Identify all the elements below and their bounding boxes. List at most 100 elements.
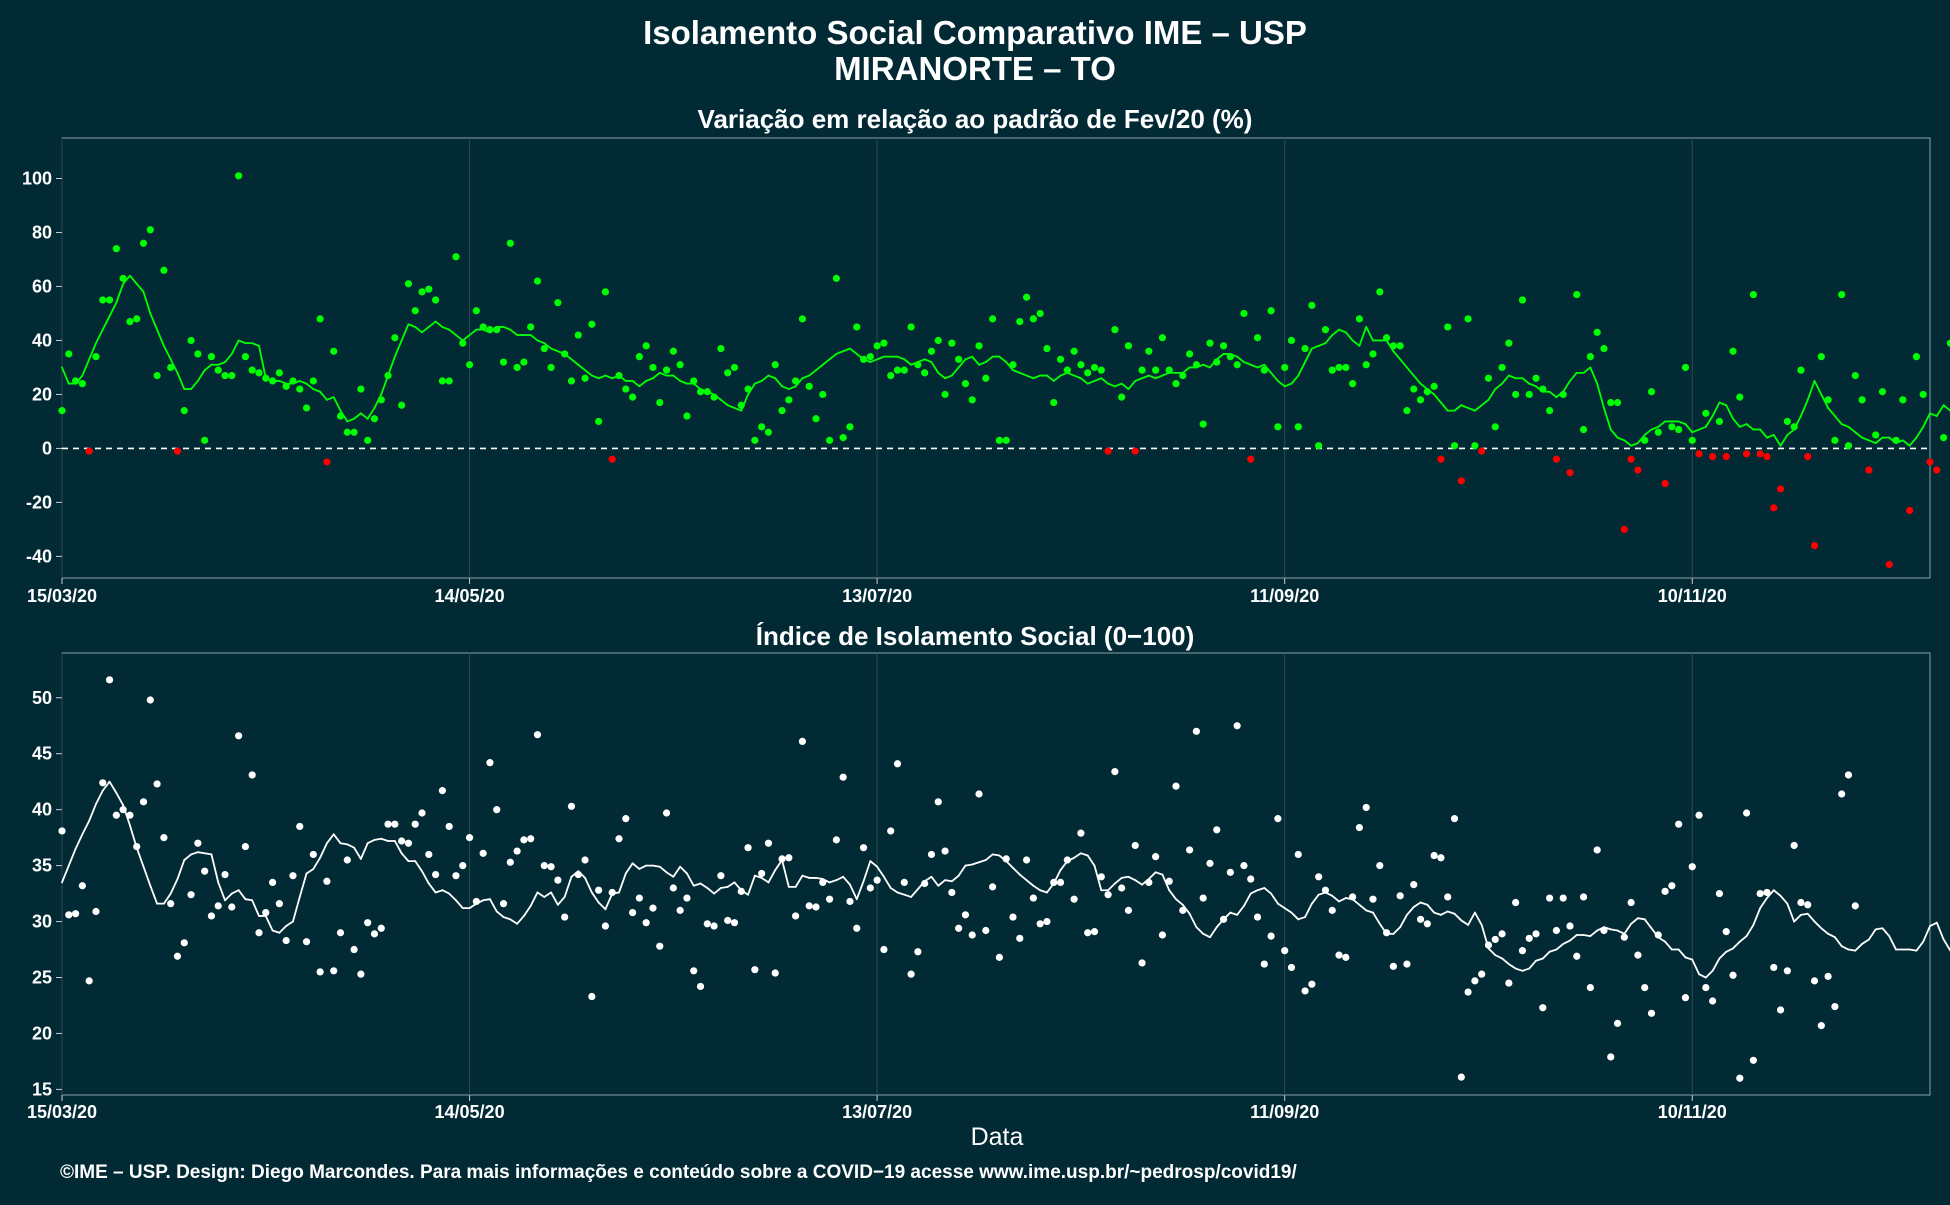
variation-data-point xyxy=(1382,334,1391,342)
index-moving-average-segment xyxy=(1548,948,1558,953)
index-data-point xyxy=(703,920,711,928)
index-data-point xyxy=(1607,1053,1615,1061)
index-y-tick-label: 20 xyxy=(32,1023,52,1043)
index-moving-average-segment xyxy=(1738,935,1748,943)
index-moving-average-segment xyxy=(869,860,879,868)
index-data-point xyxy=(499,900,508,908)
index-data-point xyxy=(1056,878,1065,886)
index-moving-average-segment xyxy=(1725,947,1734,953)
variation-data-point xyxy=(622,385,630,393)
index-data-point xyxy=(275,900,283,908)
index-data-point xyxy=(1749,1056,1757,1064)
variation-data-point xyxy=(1899,396,1907,404)
variation-data-point xyxy=(1749,290,1757,299)
index-data-point xyxy=(608,888,616,897)
variation-moving-average-segment xyxy=(1772,434,1782,447)
index-moving-average-segment xyxy=(1073,852,1082,859)
index-data-point xyxy=(771,969,779,977)
index-data-point xyxy=(887,827,895,835)
index-data-point xyxy=(1627,898,1635,907)
index-moving-average-segment xyxy=(523,904,532,917)
index-data-point xyxy=(1715,889,1724,898)
index-data-point xyxy=(146,696,154,704)
variation-data-point xyxy=(1097,366,1105,374)
variation-moving-average-segment xyxy=(543,342,552,350)
variation-moving-average-segment xyxy=(652,371,661,380)
footer-credits: ©IME – USP. Design: Diego Marcondes. Par… xyxy=(60,1162,1297,1183)
index-moving-average-segment xyxy=(339,842,349,846)
index-data-point xyxy=(1172,782,1180,790)
variation-moving-average-segment xyxy=(631,380,641,388)
index-moving-average-segment xyxy=(346,843,355,849)
index-data-point xyxy=(1423,920,1431,928)
variation-moving-average-segment xyxy=(950,366,960,377)
variation-moving-average-segment xyxy=(108,301,118,318)
index-data-point xyxy=(201,867,209,875)
variation-moving-average-segment xyxy=(1351,339,1361,347)
index-moving-average-segment xyxy=(638,864,648,870)
index-data-point xyxy=(744,844,752,852)
index-data-point xyxy=(1797,898,1805,907)
index-moving-average-segment xyxy=(1745,924,1755,938)
variation-data-point xyxy=(1790,423,1798,431)
index-data-point xyxy=(1620,933,1628,941)
variation-moving-average-segment xyxy=(135,282,145,293)
variation-data-point xyxy=(1172,380,1180,388)
variation-data-point xyxy=(866,353,874,361)
index-data-point xyxy=(411,820,419,828)
index-moving-average-segment xyxy=(679,865,688,875)
panel-variation: Variação em relação ao padrão de Fev/20 … xyxy=(22,104,1950,606)
index-data-point xyxy=(1219,915,1228,923)
variation-data-point xyxy=(370,415,379,423)
index-data-point xyxy=(1240,862,1248,870)
index-data-point xyxy=(880,945,888,954)
index-moving-average-segment xyxy=(760,877,770,884)
variation-data-point xyxy=(1804,452,1812,461)
variation-moving-average-segment xyxy=(1120,382,1130,390)
variation-data-point xyxy=(404,280,413,288)
index-data-point xyxy=(1349,893,1357,901)
variation-moving-average-segment xyxy=(332,396,342,412)
variation-data-point xyxy=(710,393,718,401)
index-moving-average-segment xyxy=(624,862,634,875)
index-data-point xyxy=(1145,878,1153,886)
index-data-point xyxy=(1335,951,1343,959)
index-data-point xyxy=(1022,856,1031,864)
index-moving-average-segment xyxy=(1908,948,1918,952)
variation-data-point xyxy=(235,172,243,180)
index-moving-average-segment xyxy=(944,879,953,883)
variation-data-point xyxy=(330,347,338,355)
index-moving-average-segment xyxy=(495,910,505,918)
index-moving-average-segment xyxy=(1276,902,1286,910)
index-moving-average-segment xyxy=(1372,911,1381,925)
variation-moving-average-segment xyxy=(842,347,851,353)
variation-data-point xyxy=(1647,388,1656,396)
variation-data-point xyxy=(819,390,827,399)
variation-moving-average-segment xyxy=(1453,404,1463,412)
variation-moving-average-segment xyxy=(1243,361,1252,366)
variation-data-point xyxy=(323,458,331,466)
index-x-tick-label: 11/09/20 xyxy=(1250,1102,1319,1122)
index-data-point xyxy=(1097,873,1105,881)
variation-data-point xyxy=(1043,344,1051,353)
variation-data-point xyxy=(506,239,514,247)
variation-moving-average-segment xyxy=(774,377,783,388)
index-moving-average-segment xyxy=(801,874,811,879)
variation-y-tick-label: 60 xyxy=(32,276,52,296)
variation-moving-average-segment xyxy=(1834,415,1843,426)
index-moving-average-segment xyxy=(1365,909,1374,914)
index-data-point xyxy=(737,887,745,895)
variation-moving-average-segment xyxy=(1915,425,1925,439)
index-data-point xyxy=(662,809,671,817)
variation-moving-average-segment xyxy=(550,347,559,353)
index-moving-average-segment xyxy=(190,851,199,856)
index-moving-average-segment xyxy=(1562,939,1571,945)
index-data-point xyxy=(1559,894,1567,902)
variation-data-point xyxy=(1450,442,1459,450)
index-data-point xyxy=(683,894,691,902)
variation-moving-average-segment xyxy=(903,358,912,366)
variation-data-point xyxy=(1084,369,1092,377)
index-data-point xyxy=(262,909,270,917)
variation-data-point xyxy=(1253,334,1262,342)
index-data-point xyxy=(1654,931,1662,939)
